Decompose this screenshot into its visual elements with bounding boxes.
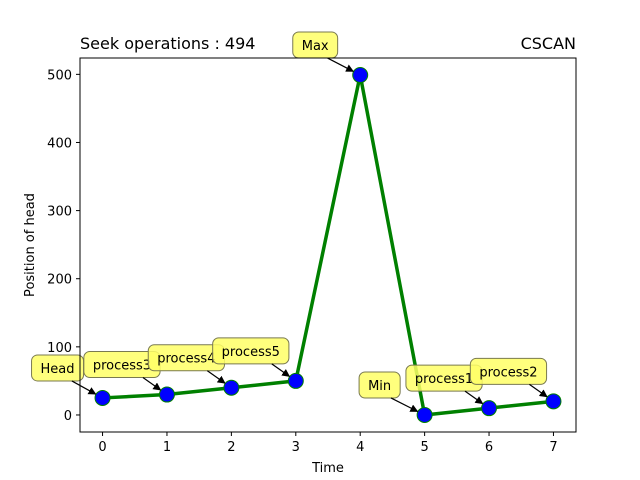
x-tick-label: 6	[485, 440, 493, 455]
annotation-arrow	[529, 383, 548, 398]
point-annotation: Max	[292, 31, 354, 72]
data-point-marker	[287, 372, 304, 389]
annotation-label: process4	[157, 352, 215, 367]
x-tick-label: 7	[549, 440, 557, 455]
point-annotation: process1	[405, 364, 484, 405]
annotation-label: process5	[222, 345, 280, 360]
data-point-marker	[223, 379, 240, 396]
annotation-arrow	[71, 380, 97, 395]
annotation-label: Min	[368, 379, 391, 394]
data-point-marker	[416, 406, 433, 423]
y-tick-label: 400	[47, 136, 72, 151]
point-annotations: Head process3 process4 process5 Max Min proces…	[31, 31, 548, 412]
chart-title-left: Seek operations : 494	[80, 34, 255, 53]
point-annotation: process4	[147, 344, 226, 384]
y-tick-label: 200	[47, 273, 72, 288]
y-tick-label: 300	[47, 205, 72, 220]
annotation-arrow	[271, 363, 291, 377]
x-tick-label: 0	[98, 440, 106, 455]
axis-ticks: 0 1 2 3 4 5 6 7 0 100 200 300 400 500	[47, 68, 557, 455]
data-point-marker	[545, 393, 562, 410]
data-point-marker	[481, 400, 498, 417]
annotation-arrow	[206, 370, 226, 384]
series-line	[94, 67, 562, 423]
annotation-label: Head	[41, 362, 75, 377]
point-annotation: process2	[469, 357, 548, 398]
annotation-arrow	[142, 377, 162, 391]
annotation-arrow	[464, 390, 484, 405]
point-annotation: Head	[31, 354, 97, 395]
annotation-label: process3	[93, 359, 151, 374]
x-tick-label: 3	[292, 440, 300, 455]
x-tick-label: 1	[163, 440, 171, 455]
chart-title-right: CSCAN	[521, 34, 576, 53]
plot-frame	[79, 57, 577, 433]
annotation-label: Max	[302, 39, 329, 54]
annotation-box	[358, 371, 401, 399]
data-point-marker	[94, 389, 111, 406]
seek-path-line	[102, 73, 554, 417]
y-tick-label: 0	[64, 409, 72, 424]
x-tick-label: 2	[227, 440, 235, 455]
annotation-arrow	[390, 397, 419, 412]
annotation-box	[469, 357, 548, 385]
annotation-arrow	[327, 57, 354, 72]
point-annotation: process5	[212, 337, 291, 377]
annotation-box	[212, 337, 290, 365]
y-axis-label: Position of head	[23, 193, 38, 297]
y-tick-label: 500	[47, 68, 72, 83]
annotation-label: process2	[479, 365, 537, 380]
x-tick-label: 5	[420, 440, 428, 455]
annotation-label: process1	[415, 372, 473, 387]
point-annotation: process3	[83, 351, 162, 391]
x-tick-label: 4	[356, 440, 364, 455]
y-tick-label: 100	[47, 341, 72, 356]
data-point-marker	[158, 386, 175, 403]
point-annotation: Min	[358, 371, 419, 412]
data-point-marker	[352, 67, 369, 84]
x-axis-label: Time	[311, 461, 344, 476]
